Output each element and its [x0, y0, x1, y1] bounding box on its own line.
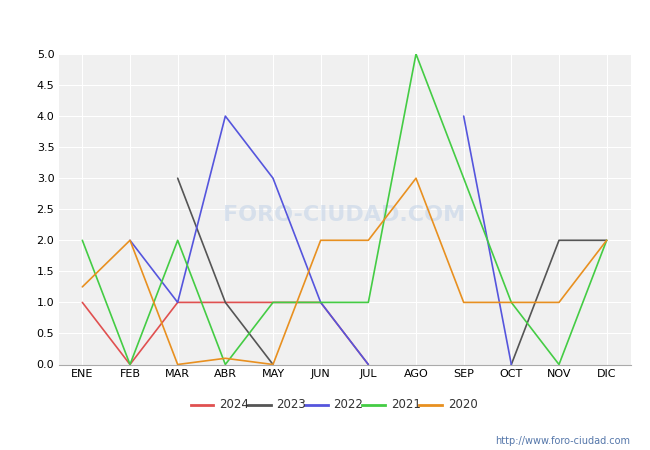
Text: 2021: 2021	[391, 399, 421, 411]
Text: FORO-CIUDAD.COM: FORO-CIUDAD.COM	[224, 206, 465, 225]
Text: http://www.foro-ciudad.com: http://www.foro-ciudad.com	[495, 436, 630, 446]
Text: 2023: 2023	[276, 399, 306, 411]
Text: 2024: 2024	[219, 399, 249, 411]
Text: Matriculaciones de Vehiculos en Válor: Matriculaciones de Vehiculos en Válor	[168, 11, 482, 29]
Text: 2022: 2022	[333, 399, 363, 411]
Text: 2020: 2020	[448, 399, 478, 411]
